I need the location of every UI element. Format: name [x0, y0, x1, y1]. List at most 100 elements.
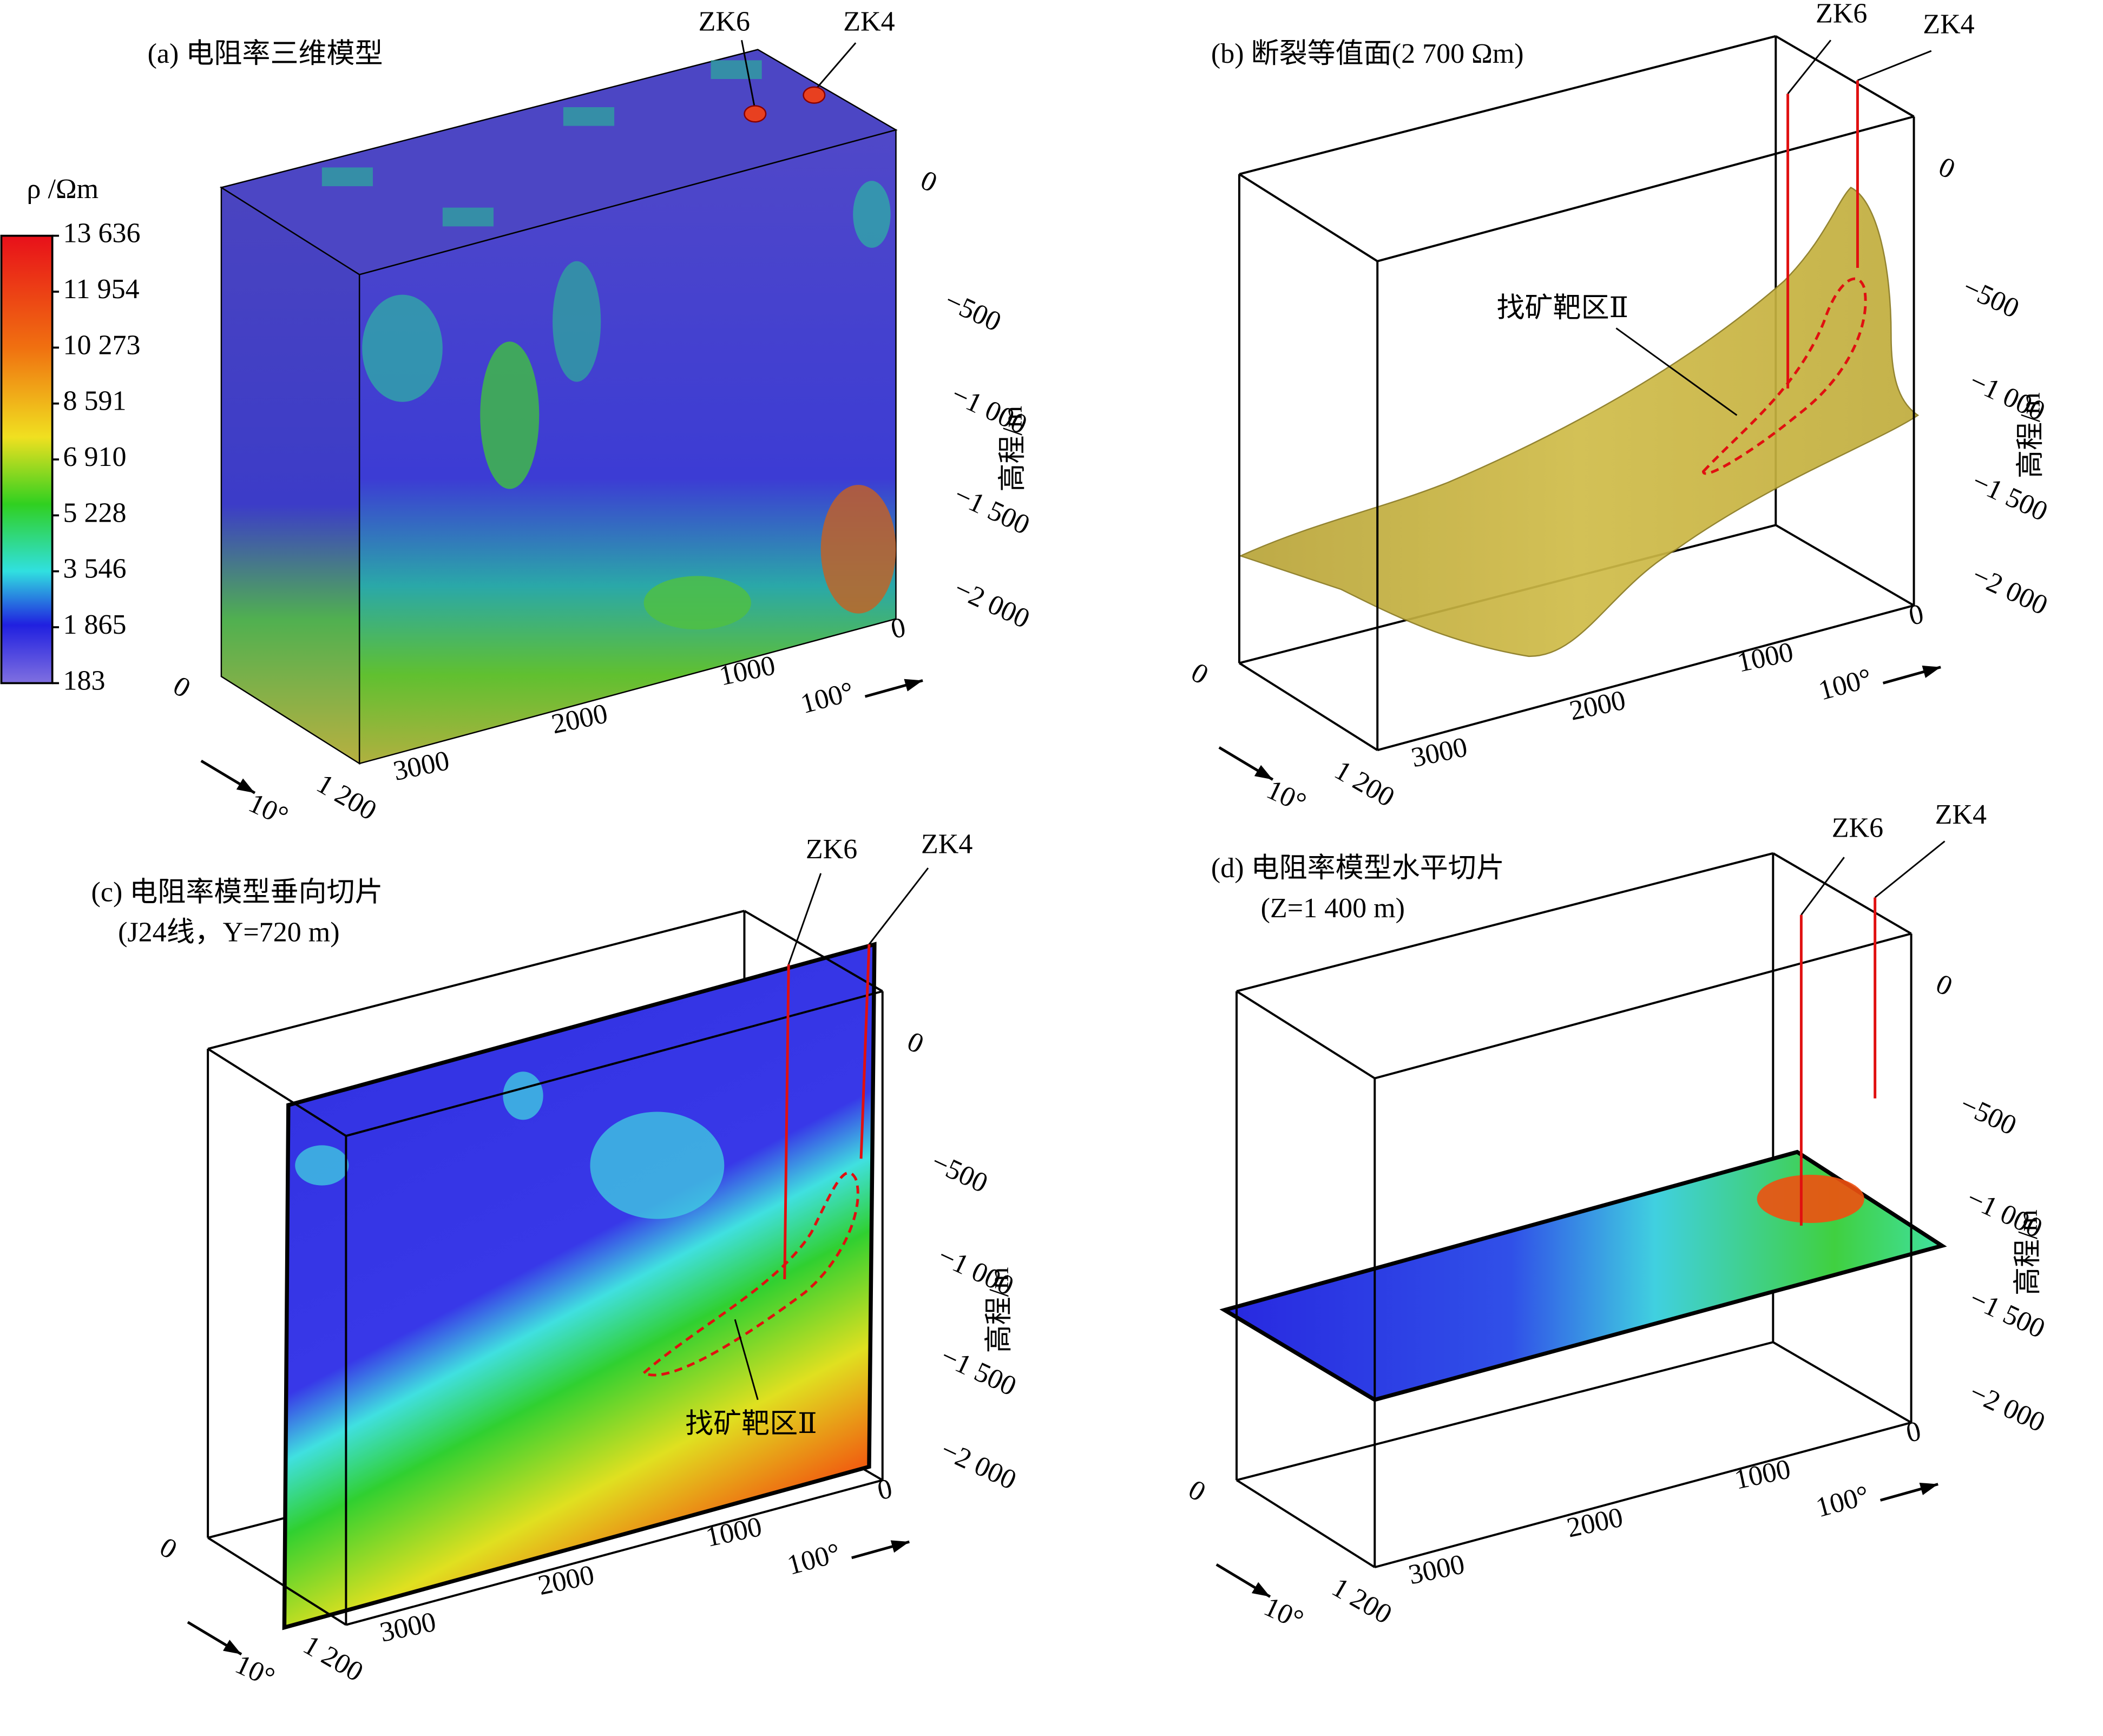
colorbar-tick-label: 10 273: [63, 330, 140, 360]
front-face: [358, 129, 897, 765]
box-edge: [1235, 990, 1376, 1080]
x-tick-label: 3000: [1409, 732, 1470, 773]
panel-title: (d) 电阻率模型水平切片: [1211, 853, 1504, 884]
colorbar-tick-label: 8 591: [63, 386, 126, 417]
y-tick-label: 0: [154, 1531, 182, 1565]
box-edge: [1374, 1421, 1912, 1569]
left-face: [220, 186, 360, 765]
box-edge: [1775, 35, 1915, 118]
arrow-head: [890, 1540, 910, 1553]
horizontal-slice: [1219, 1149, 1947, 1402]
z-tick-label: −2 000: [1965, 1377, 2050, 1438]
direction-label: 100°: [797, 676, 857, 720]
x-tick-label: 0: [888, 612, 908, 645]
well-label: ZK4: [921, 828, 972, 859]
x-tick-label: 1000: [1732, 1454, 1793, 1495]
arrow-head: [236, 778, 255, 793]
z-axis-label: 高程/m: [984, 1267, 1015, 1353]
box-edge: [1775, 524, 1915, 607]
resistivity-anomaly: [643, 576, 751, 630]
well-label: ZK6: [1832, 813, 1883, 844]
arrow-head: [1254, 765, 1273, 780]
resistivity-anomaly: [480, 341, 540, 489]
resistivity-anomaly: [820, 485, 896, 614]
resistivity-anomaly: [295, 1145, 349, 1186]
well-leader: [1874, 840, 1946, 898]
y-tick-label: 1 200: [298, 1629, 369, 1688]
z-tick-label: −500: [1958, 272, 2023, 324]
direction-label: 10°: [1259, 1591, 1308, 1635]
x-tick-label: 0: [875, 1473, 895, 1506]
arrow-head: [223, 1640, 242, 1655]
panel-title: (a) 电阻率三维模型: [148, 38, 383, 69]
z-tick-label: 0: [1934, 151, 1960, 185]
well-label: ZK6: [1816, 0, 1867, 29]
z-axis-label: 高程/m: [2013, 1209, 2043, 1296]
annotation-leader: [1615, 327, 1738, 416]
z-tick-label: 0: [903, 1026, 929, 1060]
x-tick-label: 1000: [703, 1511, 765, 1553]
box-edge: [1239, 35, 1776, 175]
colorbar-tick-label: 1 865: [63, 609, 126, 640]
well-label: ZK4: [1923, 9, 1974, 40]
colorbar-tick-label: 6 910: [63, 442, 126, 472]
box-edge: [1374, 932, 1912, 1080]
well-leader: [1800, 857, 1845, 916]
resistivity-anomaly: [503, 1071, 543, 1120]
box-edge: [1772, 1341, 1912, 1424]
direction-label: 100°: [1813, 1480, 1872, 1524]
panel-title: (c) 电阻率模型垂向切片: [91, 877, 383, 908]
well-label: ZK6: [699, 6, 750, 37]
borehole: [859, 944, 871, 1159]
well-leader: [787, 873, 822, 965]
panel-subtitle: (Z=1 400 m): [1261, 893, 1405, 924]
resistivity-anomaly: [553, 261, 601, 382]
y-tick-label: 0: [168, 670, 195, 704]
well-label: ZK6: [806, 834, 857, 865]
colorbar-tick-label: 13 636: [63, 218, 140, 249]
resistivity-anomaly: [321, 167, 373, 187]
well-label: ZK4: [1935, 799, 1987, 830]
box-edge: [744, 910, 883, 992]
box-edge: [207, 910, 745, 1050]
panel-title: (b) 断裂等值面(2 700 Ωm): [1211, 38, 1524, 69]
z-tick-label: −500: [926, 1147, 992, 1199]
well-leader: [868, 867, 929, 945]
well-label: ZK4: [843, 6, 895, 37]
resistivity-anomaly: [853, 181, 891, 248]
z-tick-label: 0: [916, 165, 942, 199]
vertical-slice: [282, 942, 877, 1630]
panel-subtitle: (J24线，Y=720 m): [118, 917, 339, 948]
box-edge: [1377, 115, 1915, 262]
x-tick-label: 3000: [377, 1606, 439, 1648]
borehole: [783, 964, 790, 1279]
x-tick-label: 2000: [1564, 1502, 1626, 1543]
annotation: 找矿靶区Ⅱ: [685, 1409, 817, 1439]
direction-label: 100°: [1816, 663, 1875, 707]
annotation: 找矿靶区Ⅱ: [1496, 293, 1628, 324]
target-area: [1701, 277, 1867, 475]
box-edge: [1772, 852, 1912, 935]
resistivity-anomaly: [590, 1112, 725, 1219]
box-edge: [1236, 1341, 1773, 1482]
box-edge: [345, 990, 883, 1137]
z-axis-label: 高程/m: [997, 406, 1028, 492]
x-tick-label: 0: [1903, 1416, 1923, 1449]
x-tick-label: 1000: [1734, 636, 1796, 678]
colorbar-tick-label: 183: [63, 665, 105, 696]
arrow-head: [1919, 1482, 1938, 1495]
arrow-head: [1922, 666, 1941, 678]
y-tick-label: 0: [1183, 1474, 1211, 1508]
direction-label: 100°: [784, 1537, 844, 1581]
z-tick-label: −500: [1955, 1089, 2021, 1141]
x-tick-label: 2000: [1567, 685, 1628, 726]
z-tick-label: −2 000: [936, 1435, 1021, 1496]
colorbar-tick-label: 3 546: [63, 554, 126, 584]
z-tick-label: −2 000: [949, 573, 1034, 634]
box-edge: [1238, 173, 1378, 262]
resistivity-anomaly: [1757, 1174, 1864, 1223]
y-tick-label: 1 200: [311, 768, 382, 826]
well-leader: [1787, 40, 1832, 95]
box-edge: [1377, 604, 1915, 752]
